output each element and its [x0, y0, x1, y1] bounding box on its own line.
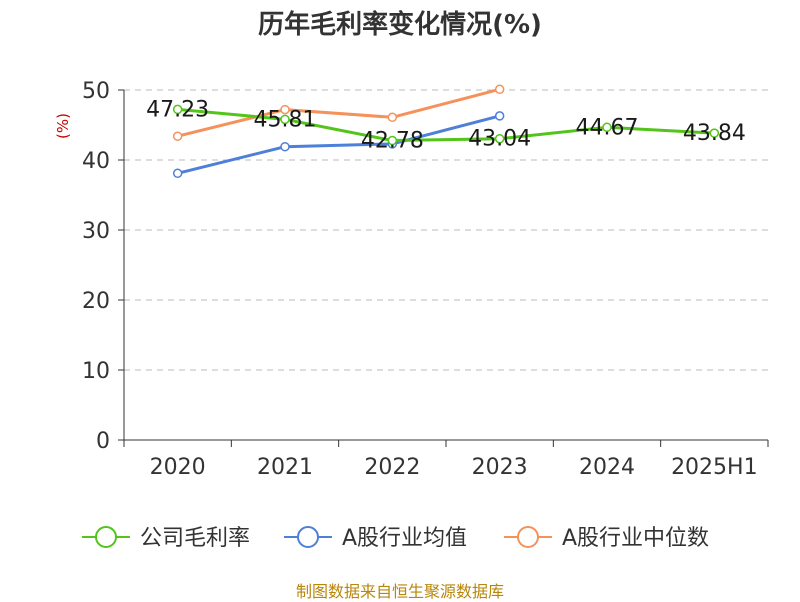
y-axis-unit-label: (%): [54, 113, 72, 139]
data-label: 45.81: [254, 107, 317, 132]
y-tick-label: 40: [82, 149, 110, 174]
legend-swatch-marker: [297, 526, 319, 548]
legend-item: 公司毛利率: [82, 526, 250, 551]
data-point: [494, 133, 505, 144]
x-tick-label: 2023: [472, 455, 528, 480]
data-point: [494, 111, 505, 121]
data-label: 43.84: [683, 121, 746, 146]
series-line: [177, 114, 501, 175]
legend-label: 公司毛利率: [140, 526, 250, 551]
data-label: 44.67: [576, 115, 639, 140]
data-labels: 47.23 45.81 42.78 43.04 44.67 43.84: [146, 97, 746, 153]
data-point: [387, 135, 398, 146]
y-tick-label: 30: [82, 219, 110, 244]
x-tick-label: 2022: [364, 455, 420, 480]
x-tick-label: 2024: [579, 455, 635, 480]
legend-label: A股行业中位数: [562, 526, 709, 551]
data-point: [387, 112, 398, 123]
series-line: [177, 107, 715, 143]
y-tick-label: 10: [82, 359, 110, 384]
data-point: [172, 168, 183, 179]
y-tick-label: 0: [96, 429, 110, 454]
data-point: [602, 122, 612, 133]
legend-swatch-marker: [95, 526, 117, 548]
data-point: [709, 128, 720, 138]
legend-swatch-marker: [517, 526, 539, 548]
series-line: [177, 87, 501, 138]
data-label: 42.78: [361, 129, 424, 154]
source-note: 制图数据来自恒生聚源数据库: [295, 582, 504, 601]
legend: 公司毛利率 A股行业均值 A股行业中位数: [82, 526, 709, 551]
data-point: [172, 131, 183, 141]
grid-lines: [124, 89, 768, 371]
data-point: [494, 84, 505, 95]
y-tick-label: 20: [82, 289, 110, 314]
data-point: [280, 141, 290, 152]
data-point: [280, 114, 290, 125]
x-tick-label: 2020: [150, 455, 206, 480]
series-lines: [172, 84, 720, 179]
axes: 0 10 20 30 40 50 2020 2021 2022 2023 2024 2025H1: [82, 79, 769, 480]
data-point: [280, 104, 290, 115]
x-tick-label: 2021: [257, 455, 313, 480]
data-label: 47.23: [146, 97, 209, 122]
data-label: 43.04: [468, 127, 531, 152]
x-tick-label: 2025H1: [671, 455, 758, 480]
y-tick-label: 50: [82, 79, 110, 104]
chart-title: 历年毛利率变化情况(%): [258, 10, 542, 40]
legend-item: A股行业中位数: [504, 526, 709, 551]
data-point: [172, 104, 183, 115]
legend-label: A股行业均值: [342, 526, 467, 551]
legend-item: A股行业均值: [284, 526, 467, 551]
